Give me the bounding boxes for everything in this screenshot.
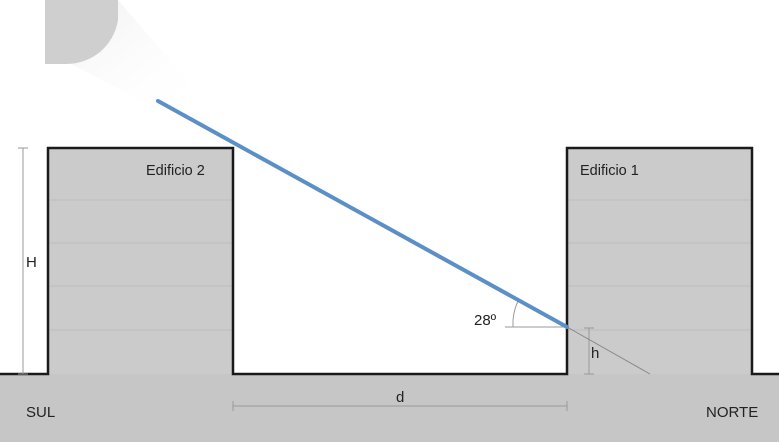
- south-label: SUL: [26, 404, 55, 421]
- distance-dimension: [232, 401, 568, 411]
- building-right-floor-lines: [567, 199, 752, 331]
- height-label-small: h: [591, 345, 599, 362]
- height-dimension-big: [18, 147, 28, 375]
- building-right: [567, 148, 752, 374]
- skyline-outline: [0, 146, 779, 376]
- building-left-label: Edificio 2: [146, 163, 205, 179]
- angle-arc: [512, 300, 519, 328]
- height-dimension-small: [584, 327, 594, 375]
- building-left: [48, 148, 233, 374]
- ground: [0, 374, 779, 442]
- sun-icon: [45, 0, 118, 65]
- angle-label: 28º: [474, 312, 497, 329]
- shadow-line: [566, 326, 651, 375]
- height-label-big: H: [26, 254, 37, 271]
- building-right-label: Edificio 1: [580, 163, 639, 179]
- north-label: NORTE: [706, 404, 758, 421]
- street: [233, 374, 567, 380]
- distance-label: d: [396, 389, 404, 406]
- sun-ray: [156, 99, 569, 329]
- building-left-floor-lines: [48, 199, 233, 331]
